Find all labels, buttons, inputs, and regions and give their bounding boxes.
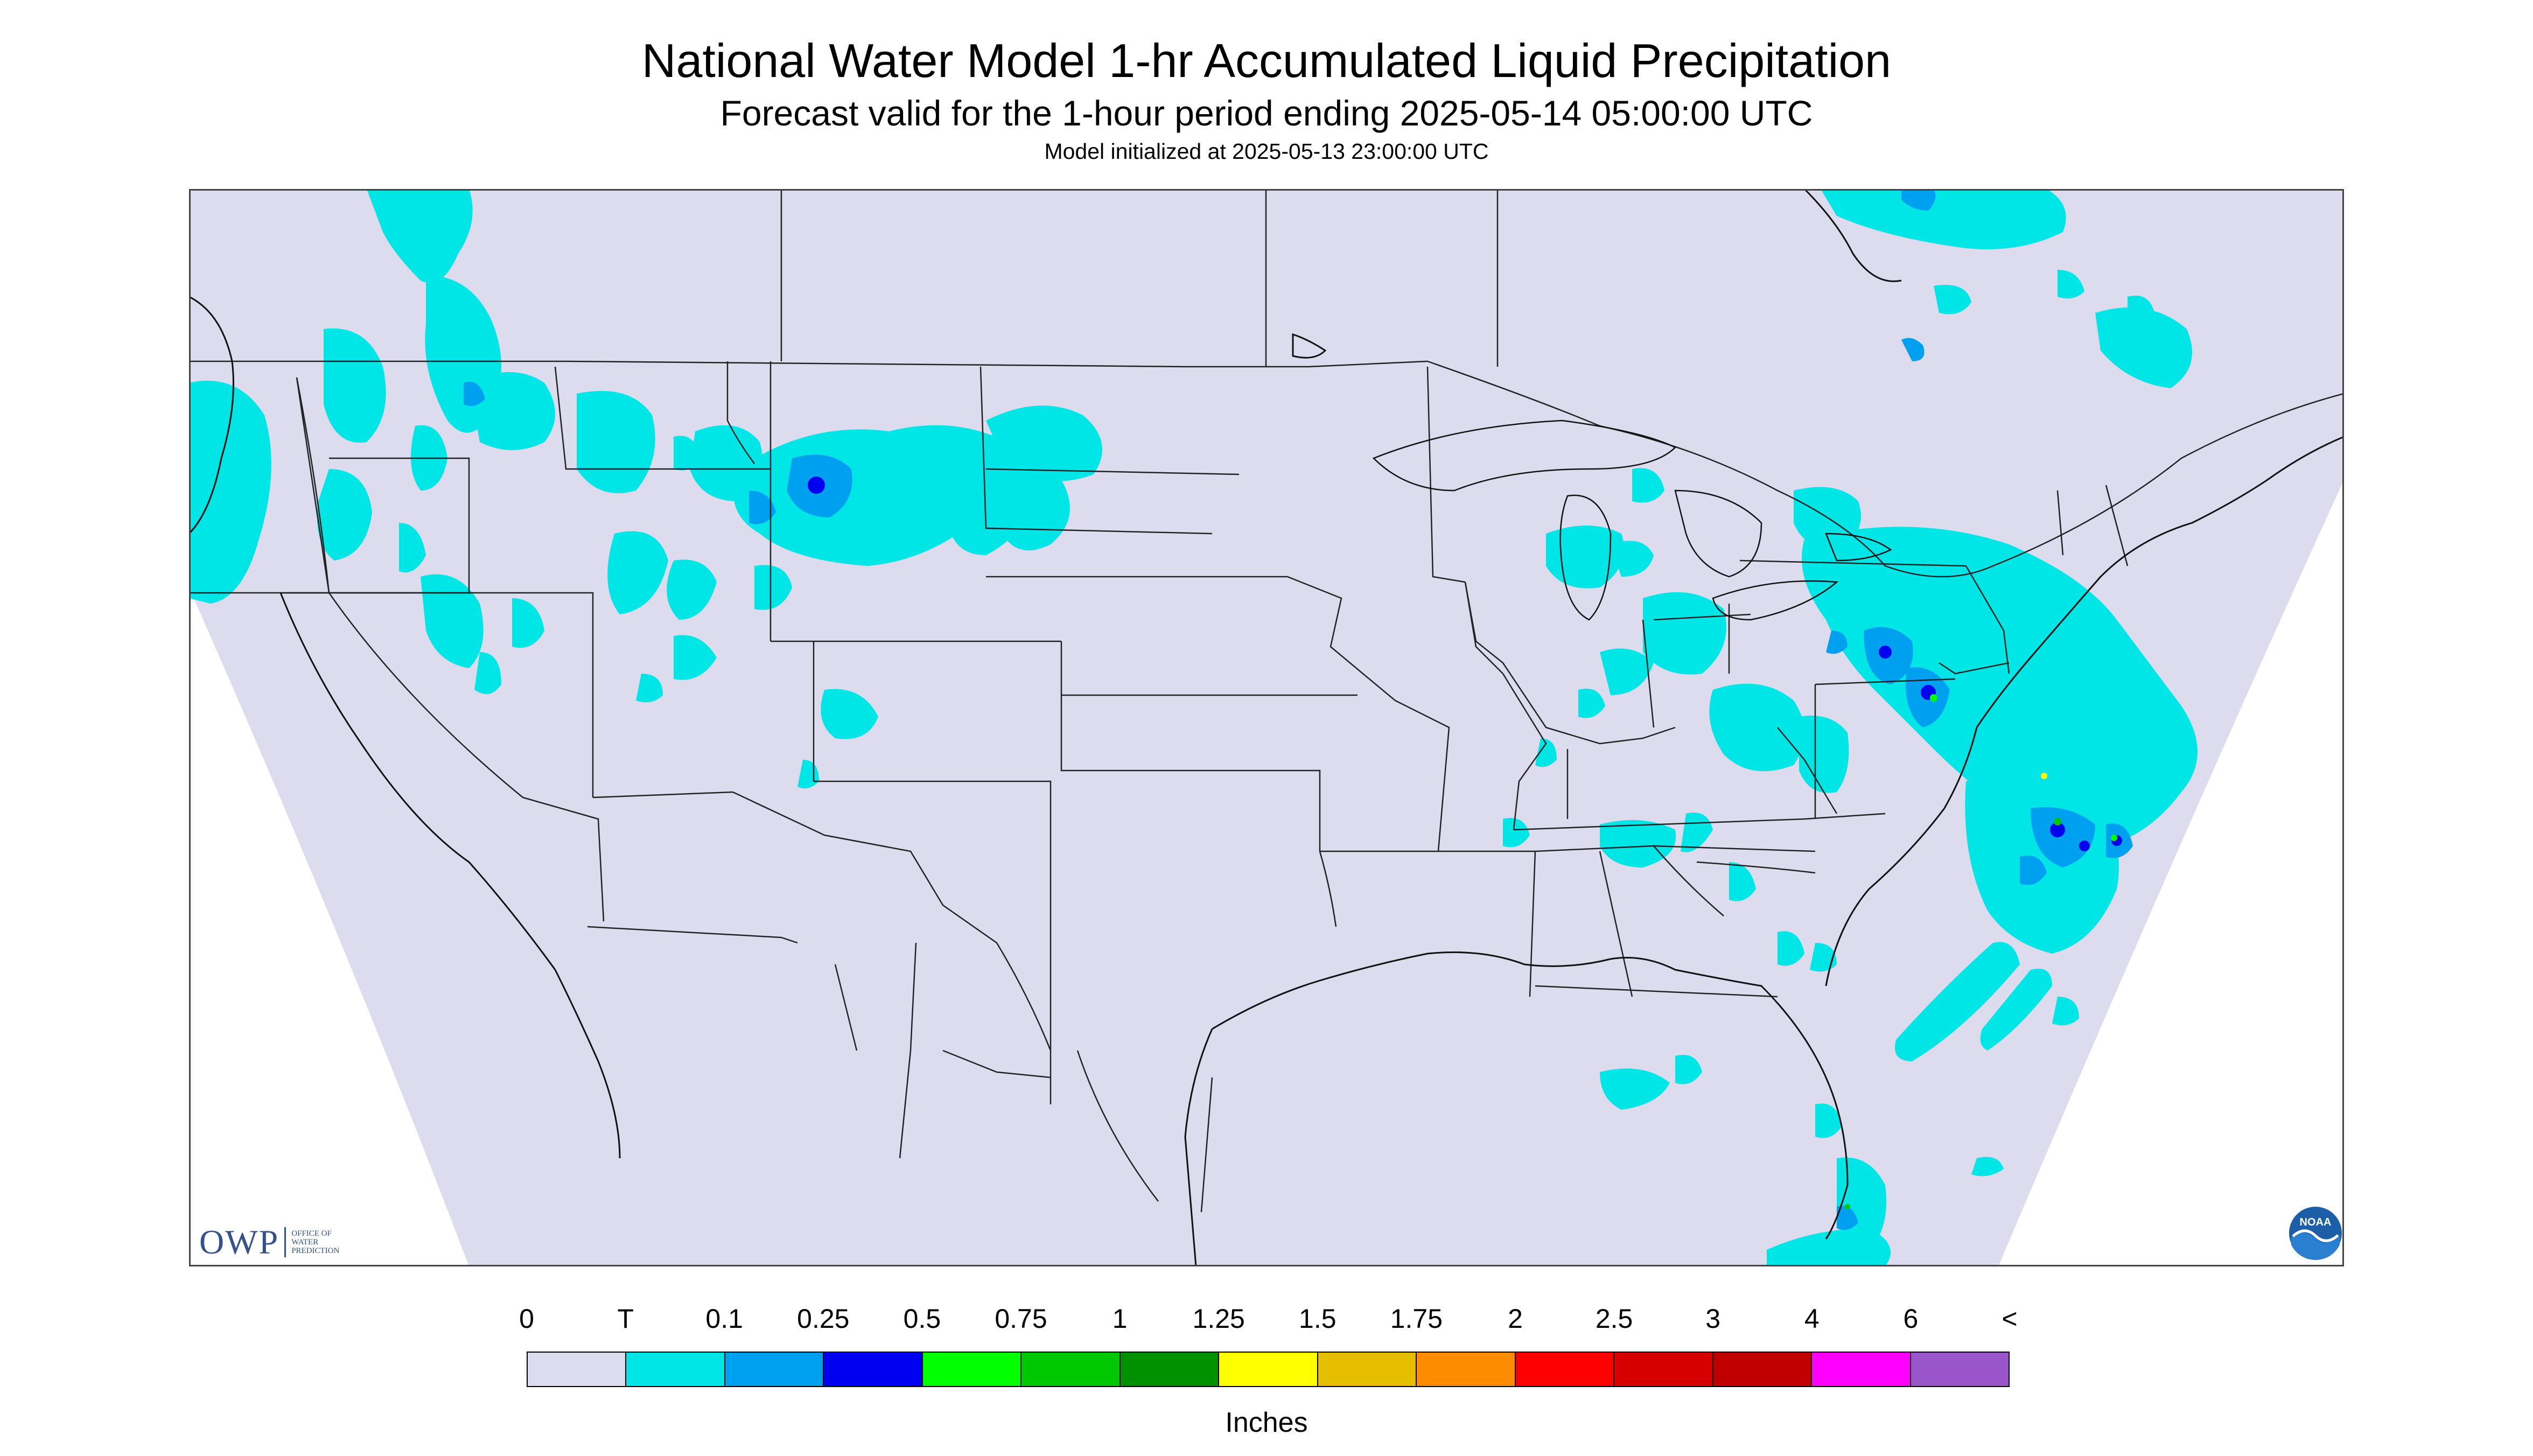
legend-swatch [1911, 1353, 2009, 1386]
legend-swatch [824, 1353, 923, 1386]
precip-heavy-areas [1845, 694, 2117, 1209]
legend-swatch [1021, 1353, 1121, 1386]
legend-tick-label: 1.25 [1192, 1304, 1245, 1334]
owp-logo-text: OFFICE OF WATER PREDICTION [291, 1229, 339, 1255]
boundary-lines [189, 189, 2344, 1213]
legend-tick-label: 0.1 [705, 1304, 743, 1334]
legend-tick-label: 0.5 [903, 1304, 941, 1334]
legend-swatch [1219, 1353, 1318, 1386]
legend-tick-label: 6 [1903, 1304, 1919, 1334]
legend-tick-label: T [617, 1304, 634, 1334]
projection-edge-left [189, 587, 469, 1266]
noaa-logo: NOAA [2289, 1206, 2342, 1260]
map-title: National Water Model 1-hr Accumulated Li… [641, 34, 1892, 87]
legend-swatch [626, 1353, 725, 1386]
legend-swatch [1515, 1353, 1615, 1386]
legend-swatch [725, 1353, 824, 1386]
map-subtitle: Forecast valid for the 1-hour period end… [720, 93, 1813, 133]
legend-swatch [1812, 1353, 1911, 1386]
legend-swatch [1417, 1353, 1516, 1386]
owp-logo-mark: OWP [199, 1223, 279, 1261]
legend-tick-label: 3 [1705, 1304, 1721, 1334]
projection-edge-right [1998, 480, 2344, 1266]
legend-tick-label: 1.75 [1390, 1304, 1443, 1334]
legend-tick-label: 0 [519, 1304, 534, 1334]
legend-tick-label: 1.5 [1299, 1304, 1337, 1334]
great-lakes [1372, 419, 1892, 621]
legend-swatch [528, 1353, 627, 1386]
legend-units: Inches [1225, 1407, 1308, 1438]
precip-light-areas [464, 189, 2133, 1230]
legend-tick-label: < [2002, 1304, 2018, 1334]
legend-swatch [1318, 1353, 1417, 1386]
owp-logo: OWP OFFICE OF WATER PREDICTION [199, 1222, 339, 1262]
precip-trace-areas [189, 189, 2198, 1266]
legend-tick-label: 2 [1508, 1304, 1523, 1334]
legend-labels: 0 T 0.1 0.25 0.5 0.75 1 1.25 1.5 1.75 2 2.5 3 4 6 < [0, 1303, 2533, 1346]
noaa-logo-text: NOAA [2300, 1216, 2332, 1228]
precipitation-map [189, 189, 2344, 1266]
legend-tick-label: 1 [1112, 1304, 1128, 1334]
legend-tick-label: 2.5 [1595, 1304, 1633, 1334]
owp-logo-divider [284, 1227, 286, 1257]
legend-swatch [1713, 1353, 1813, 1386]
legend-tick-label: 0.75 [995, 1304, 1047, 1334]
precipitation-color-legend [527, 1352, 2010, 1387]
legend-tick-label: 0.25 [797, 1304, 850, 1334]
legend-swatch [922, 1353, 1022, 1386]
coastline [189, 189, 2344, 1266]
owp-logo-line: PREDICTION [291, 1247, 340, 1255]
owp-logo-line: WATER [291, 1238, 319, 1247]
legend-tick-label: 4 [1804, 1304, 1820, 1334]
map-frame [189, 189, 2344, 1266]
noaa-logo-graphic: NOAA [2289, 1207, 2342, 1260]
model-init-text: Model initialized at 2025-05-13 23:00:00… [1044, 139, 1489, 164]
legend-swatch [1120, 1353, 1220, 1386]
legend-swatch [1614, 1353, 1713, 1386]
owp-logo-line: OFFICE OF [291, 1229, 332, 1238]
